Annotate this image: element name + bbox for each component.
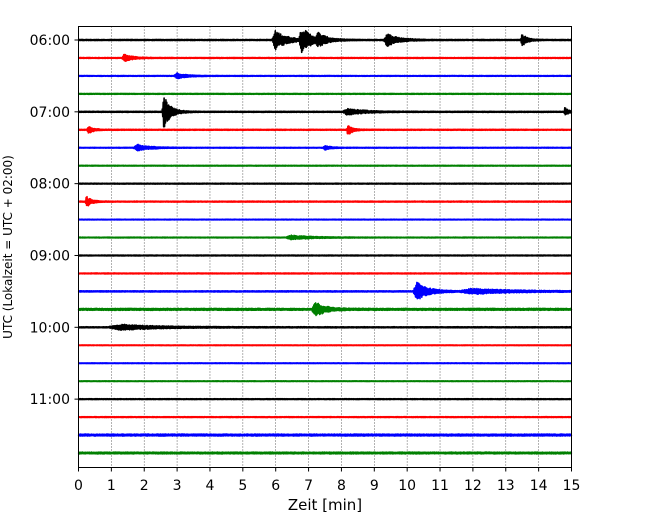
trace-line — [77, 254, 573, 257]
x-tick-label: 13 — [497, 478, 515, 494]
x-axis-label: Zeit [min] — [288, 496, 362, 514]
x-tick-label: 1 — [107, 478, 116, 494]
trace-line — [77, 72, 573, 80]
trace-line — [77, 397, 573, 401]
trace-line — [77, 362, 573, 365]
x-tick-label: 3 — [173, 478, 182, 494]
y-tick-label: 06:00 — [30, 33, 70, 49]
trace-line — [77, 164, 573, 167]
y-tick-label: 08:00 — [30, 177, 70, 193]
x-tick-label: 10 — [398, 478, 416, 494]
trace-line — [77, 53, 573, 63]
trace-line — [77, 281, 573, 300]
x-tick-label: 15 — [563, 478, 581, 494]
trace-line — [77, 344, 573, 347]
x-tick-label: 2 — [140, 478, 149, 494]
x-tick-label: 5 — [238, 478, 247, 494]
trace-line — [77, 143, 573, 152]
trace-line — [77, 433, 573, 437]
trace-line — [77, 234, 573, 241]
x-axis-ticks: 0 1 2 3 4 5 6 7 8 9 10 11 12 13 14 15 — [74, 467, 581, 494]
vertical-grid — [111, 26, 539, 468]
trace-line — [77, 195, 573, 207]
y-tick-label: 11:00 — [30, 392, 70, 408]
x-tick-label: 0 — [74, 478, 83, 494]
trace-line — [77, 92, 573, 96]
x-tick-label: 7 — [304, 478, 313, 494]
x-tick-label: 9 — [370, 478, 379, 494]
seismic-traces — [77, 29, 573, 455]
trace-line — [77, 380, 573, 383]
plot-frame — [78, 26, 572, 468]
y-tick-label: 10:00 — [30, 320, 70, 336]
trace-line — [77, 97, 573, 128]
trace-line — [77, 451, 573, 455]
trace-line — [77, 29, 573, 54]
x-tick-label: 8 — [337, 478, 346, 494]
x-tick-label: 12 — [464, 478, 482, 494]
y-axis-ticks: 06:00 07:00 08:00 09:00 10:00 11:00 — [30, 33, 79, 408]
trace-line — [77, 302, 573, 317]
x-tick-label: 14 — [530, 478, 548, 494]
trace-line — [77, 182, 573, 185]
trace-line — [77, 415, 573, 419]
trace-line — [77, 218, 573, 221]
trace-line — [77, 125, 573, 135]
y-axis-label: UTC (Lokalzeit = UTC + 02:00) — [1, 155, 15, 339]
x-tick-label: 11 — [431, 478, 449, 494]
trace-line — [77, 323, 573, 331]
y-tick-label: 07:00 — [30, 105, 70, 121]
x-tick-label: 6 — [271, 478, 280, 494]
x-tick-label: 4 — [206, 478, 215, 494]
y-tick-label: 09:00 — [30, 248, 70, 264]
trace-line — [77, 272, 573, 275]
